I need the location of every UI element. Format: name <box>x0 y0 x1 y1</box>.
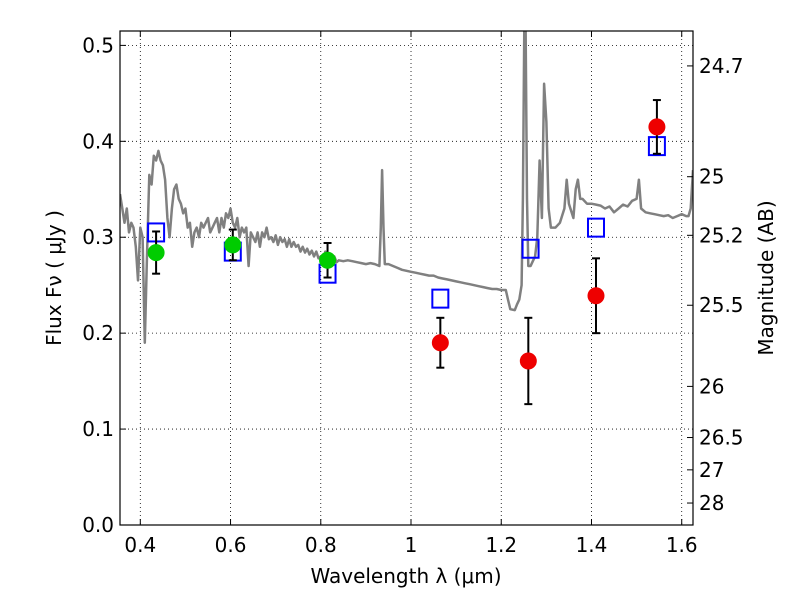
x-axis-label: Wavelength λ (μm) <box>310 564 501 588</box>
y-tick-label: 0.5 <box>82 33 114 57</box>
model-photometry-square <box>521 238 540 259</box>
x-tick-label: 1.2 <box>485 533 517 557</box>
mag-tick-label: 24.7 <box>699 54 744 78</box>
x-tick-label: 0.4 <box>124 533 156 557</box>
model-photometry-square <box>431 288 450 309</box>
observed-flux-point <box>224 236 242 254</box>
y-tick-label: 0.3 <box>82 225 114 249</box>
x-tick-label: 1 <box>405 533 418 557</box>
x-tick-label: 1.4 <box>576 533 608 557</box>
mag-tick-label: 28 <box>699 491 724 515</box>
mag-tick-label: 25 <box>699 165 724 189</box>
observed-flux-point <box>147 244 165 262</box>
observed-flux-point <box>319 251 337 269</box>
mag-tick-label: 27 <box>699 458 724 482</box>
y-tick-label: 0.2 <box>82 321 114 345</box>
mag-tick-label: 25.2 <box>699 223 744 247</box>
y-tick-label: 0.4 <box>82 129 114 153</box>
right-axis-label: Magnitude (AB) <box>754 200 778 355</box>
y-tick-label: 0.0 <box>82 513 114 537</box>
mag-tick-label: 25.5 <box>699 293 744 317</box>
observed-flux-point <box>648 118 666 136</box>
mag-tick-label: 26 <box>699 374 724 398</box>
sed-model-line <box>120 31 693 344</box>
x-tick-label: 0.6 <box>215 533 247 557</box>
plot-area <box>120 31 693 406</box>
x-tick-label: 1.6 <box>666 533 698 557</box>
x-tick-label: 0.8 <box>305 533 337 557</box>
plot-frame <box>119 30 694 526</box>
y-axis-label: Flux Fν ( μJy ) <box>42 210 66 346</box>
observed-flux-point <box>519 352 537 370</box>
mag-tick-label: 26.5 <box>699 426 744 450</box>
observed-flux-point <box>587 287 605 305</box>
axes: 0.4 0.6 0.8 1 1.2 1.4 1.6 0.0 0.1 0.2 0.3 0.4 0.5 24.… <box>82 31 744 557</box>
observed-flux-point <box>431 334 449 352</box>
y-tick-label: 0.1 <box>82 417 114 441</box>
model-photometry-square <box>586 217 605 238</box>
